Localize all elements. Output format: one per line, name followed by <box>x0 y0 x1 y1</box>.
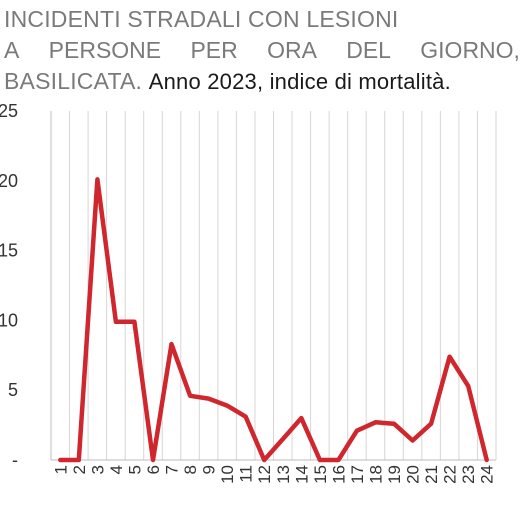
x-tick-label: 4 <box>107 465 126 474</box>
x-tick-label: 13 <box>274 465 293 484</box>
title-word: ORA <box>267 37 317 63</box>
title-word: PER <box>190 37 238 63</box>
y-axis-ticks: - 5 10 15 20 25 <box>0 101 18 470</box>
x-tick-label: 8 <box>181 465 200 474</box>
series-line <box>58 177 489 463</box>
title-line-3: BASILICATA. Anno 2023, indice di mortali… <box>4 66 522 97</box>
x-tick-label: 20 <box>404 465 423 484</box>
x-tick-label: 24 <box>478 465 497 484</box>
x-tick-label: 1 <box>51 465 70 474</box>
x-tick-label: 5 <box>125 465 144 474</box>
x-tick-label: 9 <box>200 465 219 474</box>
y-tick-label: 20 <box>0 171 18 191</box>
chart-title: INCIDENTI STRADALI CON LESIONI A PERSONE… <box>4 4 522 97</box>
y-tick-label: 25 <box>0 101 18 121</box>
title-word: PERSONE <box>48 37 162 63</box>
x-tick-label: 23 <box>459 465 478 484</box>
title-word: DEL <box>346 37 391 63</box>
title-word: A <box>4 37 20 63</box>
title-region: BASILICATA. <box>4 68 143 94</box>
x-tick-label: 16 <box>329 465 348 484</box>
x-tick-label: 15 <box>311 465 330 484</box>
y-tick-label: 15 <box>0 241 18 261</box>
x-tick-label: 19 <box>385 465 404 484</box>
y-tick-label: 10 <box>0 310 18 330</box>
chart-series <box>58 177 489 463</box>
x-axis-ticks: 1 2 3 4 5 6 7 8 9 10 11 12 13 14 15 16 17 18 19 20 21 22 23 24 <box>51 465 496 484</box>
title-line-2: A PERSONE PER ORA DEL GIORNO, <box>4 35 522 66</box>
x-tick-label: 2 <box>70 465 89 474</box>
x-tick-label: 11 <box>237 465 256 483</box>
x-tick-label: 14 <box>292 465 311 484</box>
y-tick-label: 5 <box>8 380 18 400</box>
x-tick-label: 18 <box>366 465 385 484</box>
chart-grid <box>50 111 497 460</box>
x-tick-label: 7 <box>163 465 182 474</box>
title-word: GIORNO, <box>420 37 520 63</box>
y-tick-label: - <box>12 450 18 470</box>
x-tick-label: 6 <box>144 465 163 474</box>
x-tick-label: 12 <box>255 465 274 484</box>
x-tick-label: 17 <box>348 465 367 484</box>
x-tick-label: 21 <box>422 465 441 484</box>
x-tick-label: 22 <box>441 465 460 484</box>
x-tick-label: 10 <box>218 465 237 484</box>
chart-axes <box>50 111 496 461</box>
x-tick-label: 3 <box>88 465 107 474</box>
chart-subtitle: Anno 2023, indice di mortalità. <box>148 69 451 94</box>
title-line-1: INCIDENTI STRADALI CON LESIONI <box>4 6 399 32</box>
